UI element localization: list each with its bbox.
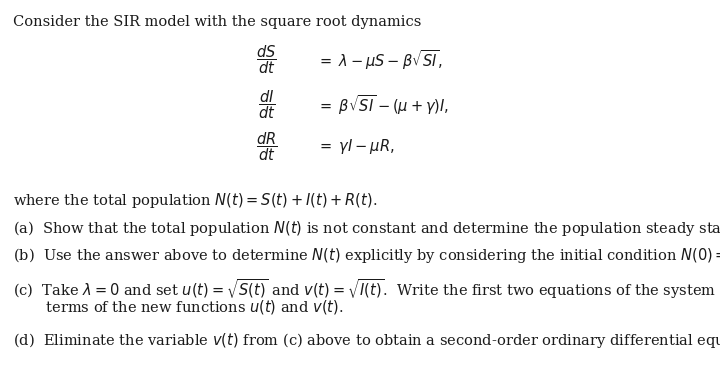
Text: (b)  Use the answer above to determine $N(t)$ explicitly by considering the init: (b) Use the answer above to determine $N… (13, 246, 720, 265)
Text: $=\;\lambda - \mu S - \beta\sqrt{SI},$: $=\;\lambda - \mu S - \beta\sqrt{SI},$ (317, 48, 443, 72)
Text: terms of the new functions $u(t)$ and $v(t)$.: terms of the new functions $u(t)$ and $v… (13, 298, 343, 316)
Text: (c)  Take $\lambda = 0$ and set $u(t) = \sqrt{S(t)}$ and $v(t) = \sqrt{I(t)}$.  : (c) Take $\lambda = 0$ and set $u(t) = \… (13, 278, 720, 302)
Text: $\dfrac{dS}{dt}$: $\dfrac{dS}{dt}$ (256, 44, 276, 76)
Text: (d)  Eliminate the variable $v(t)$ from (c) above to obtain a second-order ordin: (d) Eliminate the variable $v(t)$ from (… (13, 331, 720, 350)
Text: where the total population $N(t) = S(t) + I(t) + R(t)$.: where the total population $N(t) = S(t) … (13, 191, 377, 210)
Text: $\dfrac{dR}{dt}$: $\dfrac{dR}{dt}$ (256, 131, 277, 163)
Text: $=\;\beta\sqrt{SI} - (\mu + \gamma)I,$: $=\;\beta\sqrt{SI} - (\mu + \gamma)I,$ (317, 93, 449, 117)
Text: $=\;\gamma I - \mu R,$: $=\;\gamma I - \mu R,$ (317, 138, 395, 156)
Text: Consider the SIR model with the square root dynamics: Consider the SIR model with the square r… (13, 15, 421, 29)
Text: $\dfrac{dI}{dt}$: $\dfrac{dI}{dt}$ (258, 89, 275, 121)
Text: (a)  Show that the total population $N(t)$ is not constant and determine the pop: (a) Show that the total population $N(t)… (13, 219, 720, 239)
